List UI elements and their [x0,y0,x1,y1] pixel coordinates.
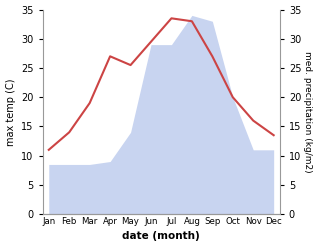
X-axis label: date (month): date (month) [122,231,200,242]
Y-axis label: med. precipitation (kg/m2): med. precipitation (kg/m2) [303,51,313,173]
Y-axis label: max temp (C): max temp (C) [5,78,16,145]
